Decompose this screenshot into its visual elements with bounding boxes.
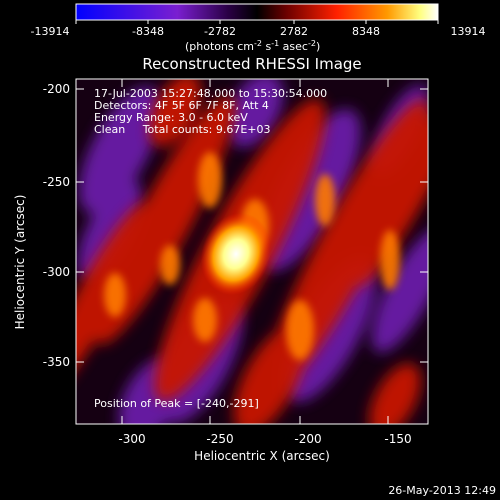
x-tick-label: -300 xyxy=(118,432,145,446)
x-tick-label: -150 xyxy=(384,432,411,446)
annotation-energy: Energy Range: 3.0 - 6.0 keV xyxy=(94,111,248,124)
colorbar-unit-part: asec xyxy=(279,40,308,53)
colorbar-unit-exp: -2 xyxy=(308,39,316,48)
y-tick-label: -200 xyxy=(43,82,70,96)
y-axis-label: Heliocentric Y (arcsec) xyxy=(13,195,27,330)
annotation-detectors: Detectors: 4F 5F 6F 7F 8F, Att 4 xyxy=(94,99,269,112)
x-tick-label: -200 xyxy=(294,432,321,446)
annotation-clean: Clean Total counts: 9.67E+03 xyxy=(94,123,271,136)
y-tick-label: -300 xyxy=(43,265,70,279)
colorbar-unit-part: s xyxy=(262,40,271,53)
y-tick-label: -250 xyxy=(43,175,70,189)
y-tick-label: -350 xyxy=(43,355,70,369)
colorbar-ticks-marks xyxy=(75,20,439,24)
plot-frame xyxy=(75,78,429,425)
x-tick-label: -250 xyxy=(206,432,233,446)
colorbar-tick-label: 8348 xyxy=(352,25,380,38)
annotation-peak-position: Position of Peak = [-240,-291] xyxy=(94,397,259,410)
x-axis-label: Heliocentric X (arcsec) xyxy=(194,449,330,463)
colorbar-unit-part: (photons cm xyxy=(185,40,254,53)
annotation-time-range: 17-Jul-2003 15:27:48.000 to 15:30:54.000 xyxy=(94,87,327,100)
rhessi-image xyxy=(76,79,428,424)
colorbar-tick-label: -2782 xyxy=(204,25,236,38)
colorbar-unit-exp: -1 xyxy=(271,39,279,48)
colorbar-unit: (photons cm-2 s-1 asec-2) xyxy=(185,39,320,53)
axis-tick-marks xyxy=(76,79,428,424)
footer-date: 26-May-2013 12:49 xyxy=(388,484,496,497)
colorbar xyxy=(75,3,439,21)
colorbar-unit-part: ) xyxy=(316,40,320,53)
colorbar-unit-exp: -2 xyxy=(254,39,262,48)
colorbar-tick-label: 13914 xyxy=(451,25,486,38)
colorbar-tick-label: -13914 xyxy=(31,25,70,38)
colorbar-tick-label: -8348 xyxy=(132,25,164,38)
colorbar-tick-label: 2782 xyxy=(280,25,308,38)
plot-title: Reconstructed RHESSI Image xyxy=(142,55,361,73)
